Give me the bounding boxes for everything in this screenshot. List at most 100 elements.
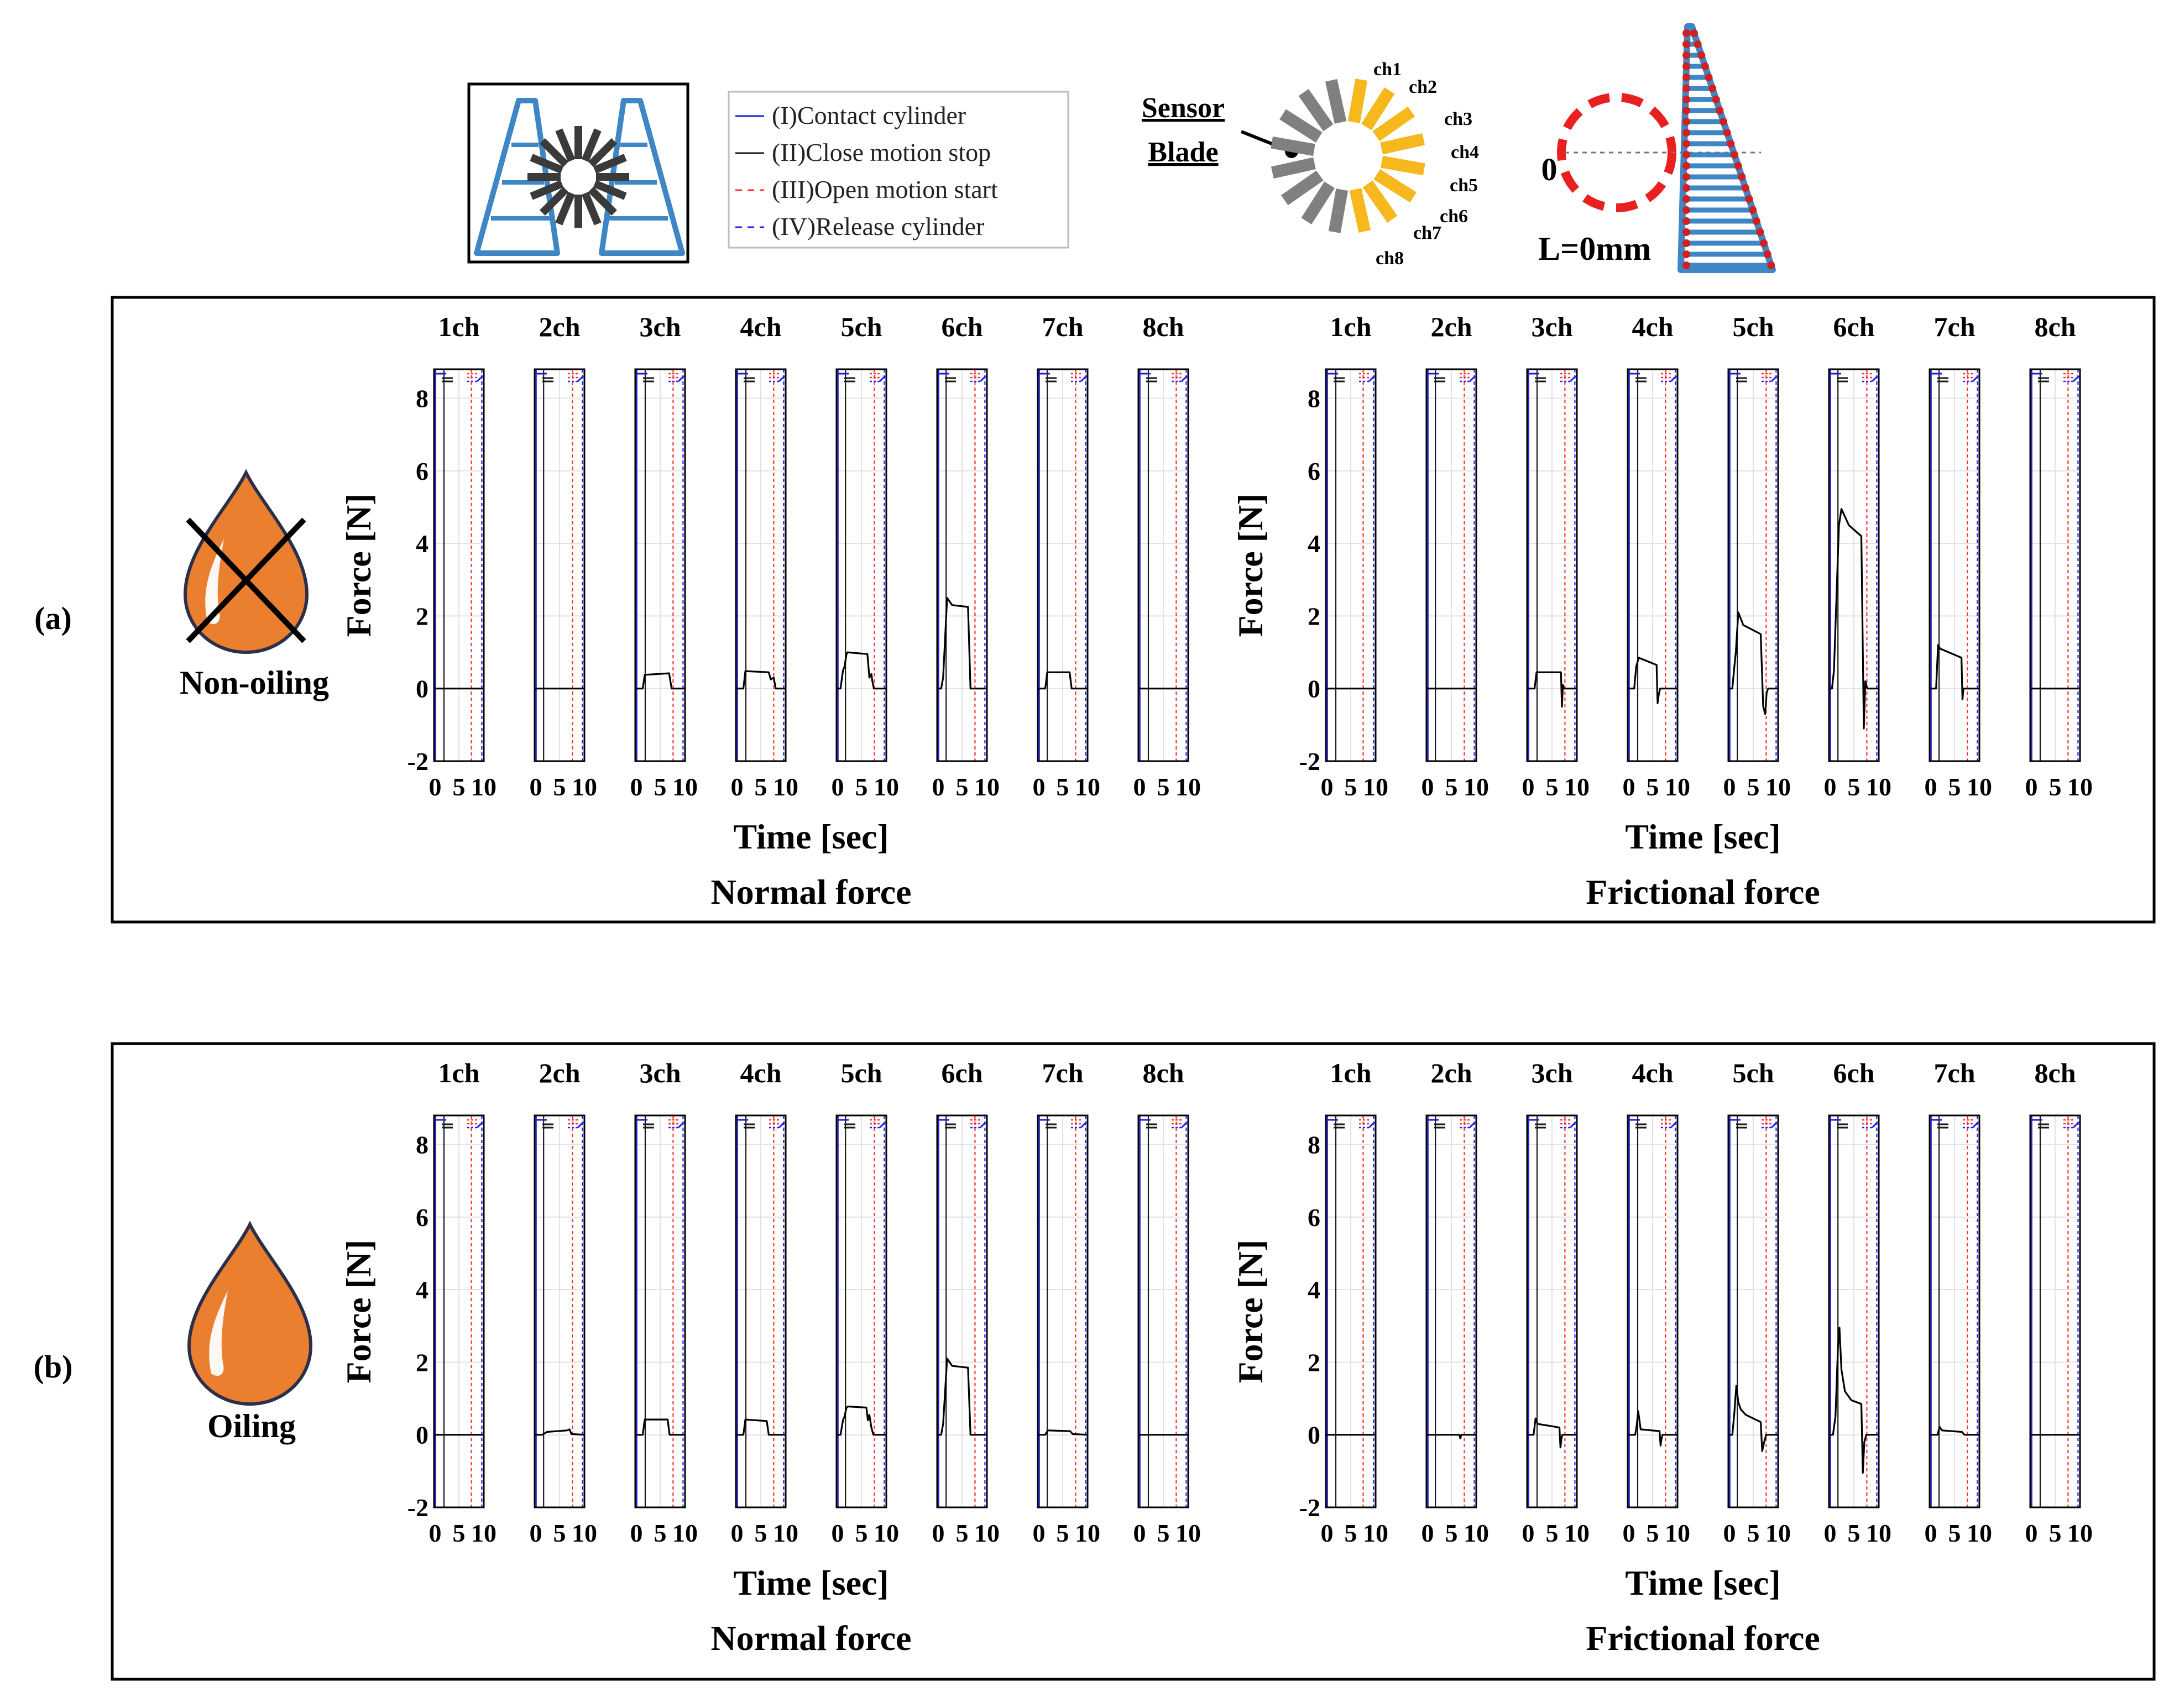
blade-ring bbox=[527, 126, 629, 228]
mini-legend-mark bbox=[1368, 1121, 1376, 1129]
x-tick-label: 5 bbox=[755, 773, 767, 801]
x-tick-label: 0 bbox=[530, 1519, 542, 1547]
gripper-blade-icon bbox=[593, 180, 627, 200]
x-axis-label: Time [sec] bbox=[733, 1563, 889, 1602]
plot-frame bbox=[735, 368, 787, 762]
x-tick-label: 5 bbox=[1747, 773, 1760, 801]
panel-a-normal-2ch: 2ch 0 5 10 bbox=[530, 311, 598, 801]
channel-title: 1ch bbox=[438, 1057, 480, 1088]
x-tick-label: 5 bbox=[1157, 1519, 1170, 1547]
panel-a-friction-6ch: 6ch 0 5 10 bbox=[1824, 311, 1892, 801]
y-tick-label: -2 bbox=[1299, 747, 1320, 776]
y-tick-label: 4 bbox=[416, 1276, 428, 1304]
legend-item-release: (IV)Release cylinder bbox=[735, 212, 984, 240]
y-axis-label: Force [N] bbox=[339, 494, 378, 637]
channel-title: 5ch bbox=[1733, 311, 1774, 342]
series-line-4ch bbox=[736, 1418, 786, 1436]
y-tick-label: 0 bbox=[1308, 1421, 1320, 1449]
panel-b-friction-5ch: 5ch 0 5 10 bbox=[1723, 1057, 1791, 1547]
x-tick-label: 10 bbox=[1175, 773, 1201, 801]
panel-a-friction-7ch: 7ch 0 5 10 bbox=[1925, 311, 1993, 801]
channel-title: 1ch bbox=[438, 311, 480, 342]
series-line-7ch bbox=[1038, 1429, 1088, 1436]
marker-dot-icon bbox=[1682, 173, 1690, 181]
gripper-blade-icon bbox=[539, 186, 569, 216]
series-line-2ch bbox=[1426, 1434, 1476, 1439]
x-tick-label: 5 bbox=[1057, 773, 1069, 801]
panel-b-friction-3ch: 3ch 0 5 10 bbox=[1522, 1057, 1590, 1547]
x-tick-label: 0 bbox=[1925, 773, 1937, 801]
marker-dot-icon bbox=[1712, 96, 1720, 103]
x-tick-label: 0 bbox=[1623, 1519, 1635, 1547]
x-tick-label: 10 bbox=[1564, 1519, 1590, 1547]
marker-dot-icon bbox=[1682, 162, 1690, 170]
legend: (I)Contact cylinder (II)Close motion sto… bbox=[728, 91, 1069, 249]
sensor-channel-label: ch5 bbox=[1450, 175, 1478, 196]
plot-frame bbox=[735, 1114, 787, 1508]
y-tick-label: 2 bbox=[416, 602, 428, 630]
channel-title: 8ch bbox=[2035, 311, 2076, 342]
channel-title: 4ch bbox=[1632, 311, 1674, 342]
plot-frame bbox=[936, 1114, 988, 1508]
channel-title: 8ch bbox=[1143, 311, 1184, 342]
plot-frame bbox=[2029, 1114, 2081, 1508]
x-tick-label: 10 bbox=[672, 773, 698, 801]
x-tick-label: 0 bbox=[1321, 1519, 1334, 1547]
gripper-blade-icon bbox=[593, 154, 627, 174]
series-line-7ch bbox=[1038, 671, 1088, 690]
x-tick-label: 0 bbox=[1623, 773, 1635, 801]
plot-frame bbox=[1037, 368, 1089, 762]
plot-frame bbox=[2029, 368, 2081, 762]
sensor-channel-label: ch7 bbox=[1413, 223, 1441, 243]
plot-frame bbox=[534, 368, 586, 762]
x-tick-label: 0 bbox=[1723, 1519, 1736, 1547]
x-tick-label: 5 bbox=[1345, 773, 1357, 801]
x-tick-label: 5 bbox=[1848, 773, 1861, 801]
marker-dot-icon bbox=[1682, 239, 1690, 247]
x-tick-label: 10 bbox=[773, 773, 798, 801]
x-tick-label: 0 bbox=[1033, 773, 1046, 801]
series-line-5ch bbox=[1728, 611, 1778, 715]
channel-title: 7ch bbox=[1934, 1057, 1976, 1088]
y-tick-label: 0 bbox=[416, 675, 428, 703]
mini-legend-mark bbox=[1469, 1121, 1476, 1129]
panel-group-title: Frictional force bbox=[1586, 872, 1820, 911]
x-tick-label: 5 bbox=[453, 773, 466, 801]
x-tick-label: 10 bbox=[1464, 773, 1489, 801]
y-axis-label: Force [N] bbox=[339, 1240, 378, 1384]
mini-legend-mark bbox=[1080, 1121, 1088, 1129]
marker-dot-icon bbox=[1716, 107, 1724, 114]
marker-dot-icon bbox=[1705, 74, 1713, 81]
x-tick-label: 10 bbox=[672, 1519, 698, 1547]
sensor-blade-active-icon bbox=[1381, 155, 1425, 176]
channel-title: 5ch bbox=[1733, 1057, 1774, 1088]
marker-dot-icon bbox=[1682, 228, 1690, 236]
mini-legend-mark bbox=[1080, 375, 1088, 383]
legend-item-contact: (I)Contact cylinder bbox=[735, 101, 966, 129]
mini-legend-mark bbox=[577, 1121, 584, 1129]
panel-a-normal-1ch: 1ch 0 5 10 bbox=[429, 311, 497, 801]
channel-title: 2ch bbox=[539, 311, 581, 342]
channel-title: 1ch bbox=[1330, 311, 1372, 342]
y-tick-label: 6 bbox=[416, 1203, 428, 1232]
mini-legend-mark bbox=[1180, 375, 1188, 383]
y-tick-label: 2 bbox=[416, 1348, 428, 1376]
series-line-6ch bbox=[937, 596, 987, 690]
panel-b-normal-8ch: 8ch 0 5 10 bbox=[1133, 1057, 1201, 1547]
panel-b-normal-7ch: 7ch 0 5 10 bbox=[1033, 1057, 1101, 1547]
x-tick-label: 10 bbox=[572, 773, 597, 801]
channel-title: 2ch bbox=[1431, 1057, 1472, 1088]
gripper-blade-icon bbox=[588, 186, 618, 216]
non-oiling-label: Non-oiling bbox=[180, 664, 329, 701]
x-tick-label: 5 bbox=[2049, 773, 2062, 801]
panel-b-friction-8ch: 8ch 0 5 10 bbox=[2025, 1057, 2093, 1547]
x-tick-label: 10 bbox=[1564, 773, 1590, 801]
y-tick-label: 8 bbox=[1308, 385, 1320, 413]
series-line-5ch bbox=[837, 651, 886, 690]
mini-legend-mark bbox=[577, 375, 584, 383]
x-tick-label: 10 bbox=[1967, 1519, 1992, 1547]
legend-label-release: (IV)Release cylinder bbox=[772, 212, 984, 240]
